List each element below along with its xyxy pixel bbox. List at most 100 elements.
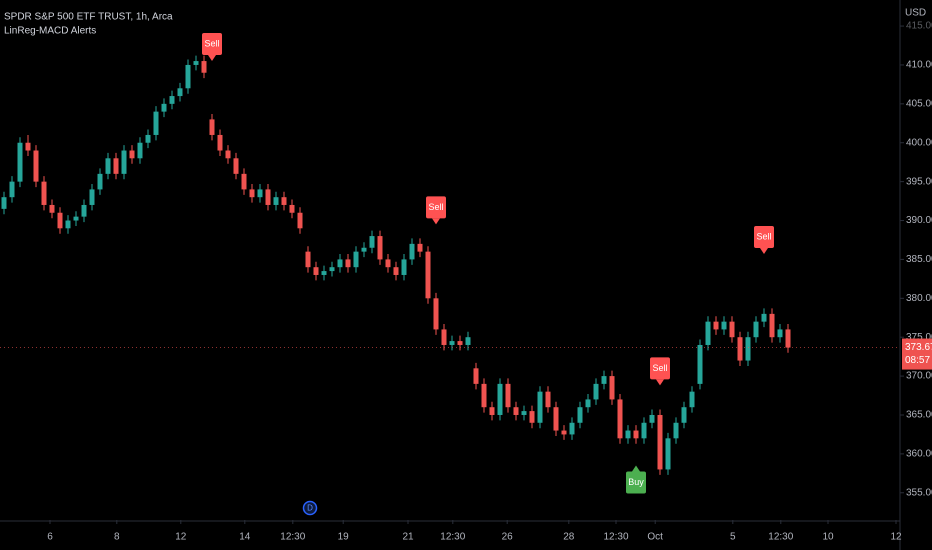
candle-body <box>161 103 167 112</box>
candle-body <box>241 173 247 190</box>
candle-body <box>561 430 567 435</box>
candle-body <box>761 313 767 322</box>
candle-body <box>681 407 687 423</box>
candle-body <box>417 243 423 252</box>
signal-pointer <box>432 218 440 225</box>
signal-label: Sell <box>652 363 667 373</box>
candle-body <box>441 329 447 345</box>
candle-body <box>785 329 791 348</box>
candle-body <box>649 414 655 423</box>
last-price-tag <box>902 338 932 370</box>
y-tick-label: 410.00 <box>906 60 932 71</box>
candle-body <box>153 111 159 135</box>
countdown: 08:57 <box>905 355 930 366</box>
candle-body <box>585 399 591 408</box>
candle-body <box>105 158 111 174</box>
y-tick-label: 395.00 <box>906 176 932 187</box>
signal-pointer <box>632 465 640 472</box>
signal-pointer <box>656 379 664 386</box>
signal-pointer <box>208 55 216 62</box>
candle-body <box>465 337 471 345</box>
chart-title: SPDR S&P 500 ETF TRUST, 1h, Arca <box>4 12 173 23</box>
candle-body <box>89 189 95 205</box>
x-tick-label: 26 <box>502 532 514 543</box>
candle-body <box>393 267 399 275</box>
candle-body <box>697 344 703 384</box>
candle-body <box>641 422 647 439</box>
candle-body <box>737 337 743 361</box>
candle-body <box>129 150 135 159</box>
candle-body <box>97 173 103 190</box>
y-tick-label: 400.00 <box>906 137 932 148</box>
dividend-marker <box>302 500 318 516</box>
candle-body <box>617 399 623 439</box>
x-tick-label: 12 <box>890 532 902 543</box>
candle-body <box>457 341 463 345</box>
y-tick-label: 385.00 <box>906 254 932 265</box>
candle-body <box>305 251 311 268</box>
candle-body <box>385 259 391 268</box>
candle-body <box>497 383 503 415</box>
x-tick-label: 12:30 <box>768 532 793 543</box>
candle-body <box>721 321 727 330</box>
candle-body <box>625 430 631 439</box>
candle-body <box>633 430 639 439</box>
candle-body <box>313 267 319 275</box>
candle-body <box>505 383 511 408</box>
candle-body <box>673 422 679 439</box>
signal-label: Sell <box>428 202 443 212</box>
signal-label: Sell <box>204 38 219 48</box>
candle-body <box>169 96 175 104</box>
candle-body <box>321 271 327 275</box>
signal-tag <box>626 471 646 494</box>
candle-body <box>537 391 543 423</box>
candle-body <box>193 61 199 65</box>
candle-body <box>657 414 663 470</box>
candle-body <box>257 189 263 198</box>
candle-body <box>481 383 487 408</box>
candle-body <box>577 407 583 423</box>
candle-body <box>369 236 375 248</box>
candle-body <box>41 181 47 205</box>
indicator-name: LinReg-MACD Alerts <box>4 26 96 37</box>
y-tick-label: 415.00 <box>906 21 932 32</box>
candle-body <box>329 267 335 272</box>
x-tick-label: 14 <box>239 532 251 543</box>
candle-body <box>201 61 207 73</box>
candle-body <box>489 407 495 415</box>
candle-body <box>9 181 15 198</box>
signal-label: Sell <box>756 231 771 241</box>
x-tick-label: 6 <box>47 532 53 543</box>
candle-body <box>689 391 695 408</box>
candle-body <box>753 321 759 338</box>
candle-body <box>729 321 735 338</box>
candle-body <box>57 212 63 229</box>
candle-body <box>33 150 39 182</box>
candle-body <box>65 220 71 229</box>
candle-body <box>209 119 215 135</box>
signal-tag <box>202 33 222 56</box>
x-tick-label: 8 <box>114 532 120 543</box>
candle-body <box>297 212 303 229</box>
y-tick-label: 390.00 <box>906 215 932 226</box>
candle-body <box>449 341 455 345</box>
signal-tag <box>426 196 446 219</box>
candle-body <box>745 337 751 361</box>
candle-body <box>433 298 439 330</box>
x-tick-label: 19 <box>338 532 350 543</box>
candle-body <box>73 216 79 221</box>
candle-body <box>49 204 55 213</box>
x-tick-label: 12:30 <box>440 532 465 543</box>
x-tick-label: 12:30 <box>280 532 305 543</box>
candle-body <box>377 236 383 260</box>
y-tick-label: 370.00 <box>906 371 932 382</box>
candle-body <box>185 64 191 89</box>
candle-body <box>521 411 527 415</box>
candle-body <box>409 243 415 260</box>
candle-body <box>609 376 615 400</box>
x-tick-label: 12:30 <box>603 532 628 543</box>
y-tick-label: 365.00 <box>906 410 932 421</box>
candle-body <box>273 197 279 205</box>
candle-body <box>281 197 287 205</box>
